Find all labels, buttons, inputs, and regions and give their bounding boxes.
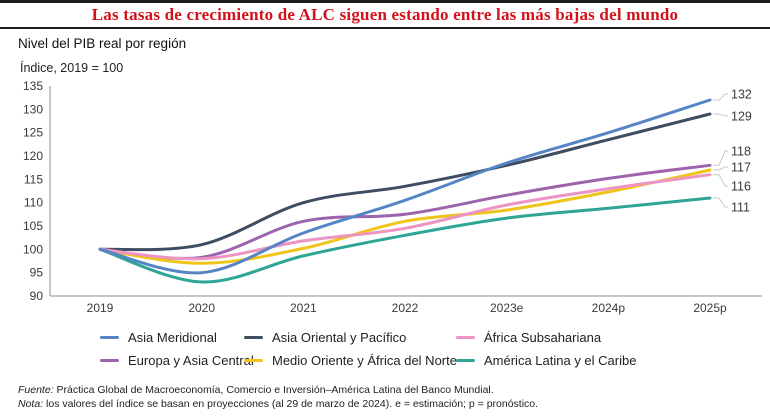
end-value-label-asia-meridional: 132 <box>731 88 752 102</box>
y-tick-label: 100 <box>23 242 43 256</box>
x-tick-label-2021: 2021 <box>290 301 317 315</box>
source-label: Fuente: <box>18 384 54 396</box>
page-title: Las tasas de crecimiento de ALC siguen e… <box>91 5 679 24</box>
y-tick-label: 90 <box>30 289 44 303</box>
source-note: Fuente: Práctica Global de Macroeconomía… <box>18 383 538 397</box>
note-text: los valores del índice se basan en proye… <box>43 398 539 410</box>
y-tick-label: 135 <box>23 79 43 93</box>
end-label-connector <box>713 113 728 117</box>
legend-item-europa-y-asia-central: Europa y Asia Central <box>100 353 254 368</box>
end-label-connector <box>713 150 728 166</box>
end-label-connector <box>713 174 728 187</box>
legend-swatch-icon <box>244 335 263 340</box>
series-line-europa-y-asia-central <box>98 163 712 260</box>
end-label-connector <box>713 93 728 101</box>
end-value-label-europa-y-asia-central: 118 <box>731 145 751 159</box>
legend-swatch-icon <box>244 358 263 363</box>
x-tick-label-2022: 2022 <box>392 301 419 315</box>
legend-item-medio-oriente-y-africa-del-norte: Medio Oriente y África del Norte <box>244 353 457 368</box>
end-value-label-america-latina-y-el-caribe: 111 <box>731 201 750 215</box>
y-tick-label: 95 <box>30 266 44 280</box>
legend-swatch-icon <box>100 358 119 363</box>
x-tick-label-2025p: 2025p <box>693 301 727 315</box>
legend-swatch-icon <box>456 358 475 363</box>
legend-label: Europa y Asia Central <box>128 353 254 368</box>
legend-label: África Subsahariana <box>484 330 602 345</box>
y-tick-label: 130 <box>23 102 43 116</box>
x-tick-label-2024p: 2024p <box>592 301 626 315</box>
x-tick-label-2023e: 2023e <box>490 301 524 315</box>
source-text: Práctica Global de Macroeconomía, Comerc… <box>53 384 494 396</box>
footnotes: Fuente: Práctica Global de Macroeconomía… <box>18 383 538 411</box>
end-value-label-medio-oriente-y-africa-del-norte: 117 <box>731 161 751 175</box>
chart-legend: Asia Meridional Asia Oriental y Pacífico Á… <box>100 326 696 372</box>
legend-item-asia-oriental-y-pacifico: Asia Oriental y Pacífico <box>244 330 456 345</box>
y-tick-label: 105 <box>23 219 43 233</box>
end-value-label-africa-subsahariana: 116 <box>731 180 751 194</box>
legend-label: Medio Oriente y África del Norte <box>272 353 457 368</box>
series-line-asia-oriental-y-pacifico <box>98 112 712 252</box>
y-tick-label: 110 <box>24 196 43 210</box>
series-line-america-latina-y-el-caribe <box>98 196 712 284</box>
legend-label: Asia Meridional <box>128 330 217 345</box>
projection-note: Nota: los valores del índice se basan en… <box>18 397 538 411</box>
y-axis-unit-label: Índice, 2019 = 100 <box>20 61 124 75</box>
legend-item-asia-meridional: Asia Meridional <box>100 330 244 345</box>
legend-item-america-latina-y-el-caribe: América Latina y el Caribe <box>456 353 696 368</box>
legend-label: Asia Oriental y Pacífico <box>272 330 407 345</box>
y-tick-label: 115 <box>24 172 43 186</box>
legend-item-africa-subsahariana: África Subsahariana <box>456 330 696 345</box>
legend-label: América Latina y el Caribe <box>484 353 637 368</box>
legend-swatch-icon <box>456 335 475 340</box>
y-tick-label: 125 <box>23 126 43 140</box>
y-tick-label: 120 <box>23 149 43 163</box>
series-line-africa-subsahariana <box>98 173 712 261</box>
series-line-medio-oriente-y-africa-del-norte <box>98 168 712 265</box>
end-value-label-asia-oriental-y-pacifico: 129 <box>731 110 752 124</box>
legend-swatch-icon <box>100 335 119 340</box>
note-label: Nota: <box>18 398 44 410</box>
end-label-connector <box>713 166 728 171</box>
series-line-asia-meridional <box>98 98 712 275</box>
x-tick-label-2020: 2020 <box>188 301 215 315</box>
x-tick-label-2019: 2019 <box>87 301 114 315</box>
chart-subtitle: Nivel del PIB real por región <box>18 36 187 51</box>
title-bar: Las tasas de crecimiento de ALC siguen e… <box>0 0 770 29</box>
end-label-connector <box>713 197 728 208</box>
